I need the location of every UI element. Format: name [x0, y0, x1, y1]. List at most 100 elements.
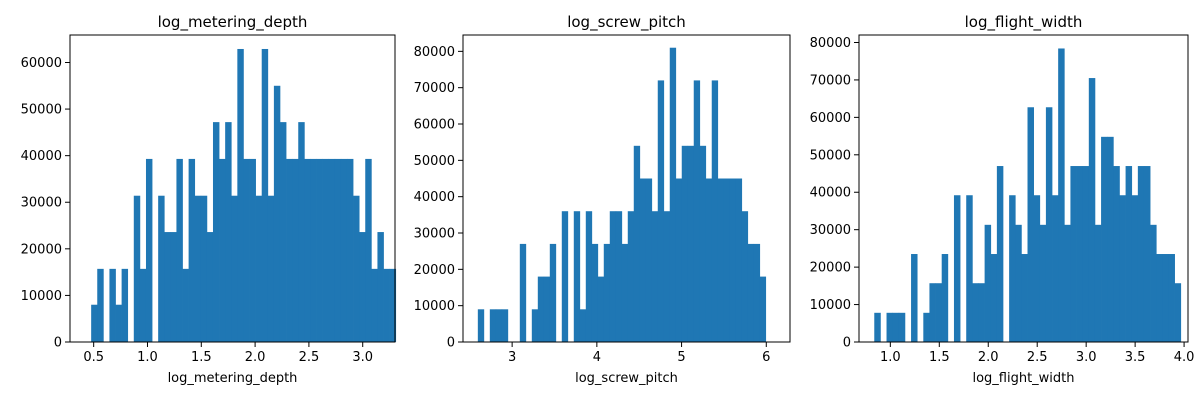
axes-frame	[462, 34, 791, 343]
y-tick-label: 80000	[810, 36, 851, 51]
histogram-bar	[1168, 254, 1175, 342]
x-tick-label: 2.0	[245, 350, 266, 365]
histogram-bar	[978, 283, 985, 342]
histogram-bar	[874, 312, 881, 342]
histogram-bar	[923, 312, 930, 342]
chart-panel-log-flight-width: 1.0 1.5 2.0 2.5 3.0 3.5 4.0 0 10000 20000 30000 400…	[810, 13, 1195, 386]
histogram-bar	[383, 268, 390, 342]
y-tick-label: 0	[54, 336, 62, 351]
histogram-bar	[286, 158, 293, 342]
histogram-bar	[663, 211, 671, 342]
y-tick-label: 70000	[810, 73, 851, 88]
histogram-bar	[675, 178, 683, 342]
histogram-bar	[573, 211, 581, 342]
histogram-bar	[206, 232, 214, 342]
x-tick-label: 5	[677, 350, 685, 365]
histogram-bar	[705, 178, 713, 342]
y-tick-label: 20000	[21, 242, 62, 257]
y-tick-label: 20000	[810, 261, 851, 276]
histogram-bar	[97, 268, 104, 342]
histogram-bar	[657, 80, 665, 342]
histogram-bar	[543, 276, 551, 342]
x-tick-label: 1.0	[137, 350, 158, 365]
histogram-bar	[353, 195, 360, 342]
histogram-bar	[1076, 166, 1084, 342]
x-tick-label: 0.5	[83, 350, 104, 365]
x-tick-label: 4.0	[1174, 350, 1195, 365]
y-tick-label: 10000	[414, 299, 455, 314]
histogram-bar	[645, 178, 653, 342]
histogram-bar	[310, 158, 317, 342]
x-tick-label: 4	[593, 350, 601, 365]
x-tick-label: 1.5	[191, 350, 212, 365]
histogram-bar	[984, 224, 992, 342]
histogram-bar	[477, 309, 485, 342]
histogram-bar	[133, 195, 141, 342]
histogram-bar	[1039, 224, 1047, 342]
histogram-bar	[1052, 195, 1059, 342]
histogram-bar	[1131, 195, 1139, 342]
histogram-bar	[531, 309, 539, 342]
histogram-bar	[585, 211, 593, 342]
histogram-bar	[1064, 224, 1071, 342]
histogram-bar	[549, 243, 557, 342]
histogram-bar	[561, 211, 569, 342]
histogram-bar	[972, 283, 979, 342]
histogram-bar	[990, 254, 998, 342]
y-tick-label: 60000	[414, 118, 455, 133]
histogram-bar	[249, 158, 256, 342]
histogram-bar	[328, 158, 336, 342]
histogram-bar	[603, 243, 611, 342]
histogram-bar	[115, 304, 122, 342]
y-tick-label: 10000	[810, 298, 851, 313]
histogram-bar	[273, 85, 281, 342]
x-axis-label: log_metering_depth	[168, 371, 298, 386]
y-tick-label: 50000	[21, 103, 62, 118]
histogram-bar	[91, 304, 98, 342]
histogram-bar	[996, 166, 1004, 342]
histogram-bar	[1119, 195, 1126, 342]
histogram-bar	[929, 283, 936, 342]
histogram-bar	[591, 243, 599, 342]
histogram-bar	[237, 48, 244, 342]
histogram-bar	[741, 211, 749, 342]
y-tick-label: 60000	[810, 111, 851, 126]
chart-panel-log-metering-depth: 0.5 1.0 1.5 2.0 2.5 3.0 0 10000 20000 30000 40000 5…	[21, 13, 397, 386]
x-tick-label: 6	[762, 350, 770, 365]
histogram-bar	[723, 178, 731, 342]
histogram-bar	[735, 178, 743, 342]
histogram-bar	[627, 211, 635, 342]
histogram-bar	[615, 211, 623, 342]
histogram-bar	[753, 243, 761, 342]
histogram-bar	[1058, 48, 1065, 342]
histogram-bar	[1107, 136, 1114, 342]
histogram-bar	[941, 254, 949, 342]
x-tick-label: 3.5	[1125, 350, 1146, 365]
histogram-bar	[911, 254, 918, 342]
y-tick-label: 30000	[810, 223, 851, 238]
histogram-bar	[495, 309, 503, 342]
histogram-bar	[537, 276, 545, 342]
histogram-bar	[170, 232, 177, 342]
histogram-bar	[389, 268, 397, 342]
axes-frame	[69, 34, 396, 343]
histogram-bar	[693, 80, 701, 342]
histogram-bar	[158, 195, 165, 342]
histogram-bar	[377, 232, 384, 342]
bars	[874, 48, 1182, 343]
histogram-bar	[176, 158, 183, 342]
histogram-bar	[1015, 224, 1022, 342]
y-tick-label: 50000	[414, 154, 455, 169]
histogram-bar	[279, 122, 287, 343]
histogram-bar	[340, 158, 348, 342]
histogram-bar	[1094, 224, 1102, 342]
histogram-bar	[212, 122, 220, 343]
histogram-bar	[359, 232, 366, 342]
histogram-bar	[1125, 166, 1133, 342]
x-tick-label: 2.0	[978, 350, 999, 365]
histogram-bar	[139, 268, 147, 342]
histogram-bar	[1082, 166, 1090, 342]
histogram-bar	[892, 312, 900, 342]
histogram-bar	[597, 276, 605, 342]
